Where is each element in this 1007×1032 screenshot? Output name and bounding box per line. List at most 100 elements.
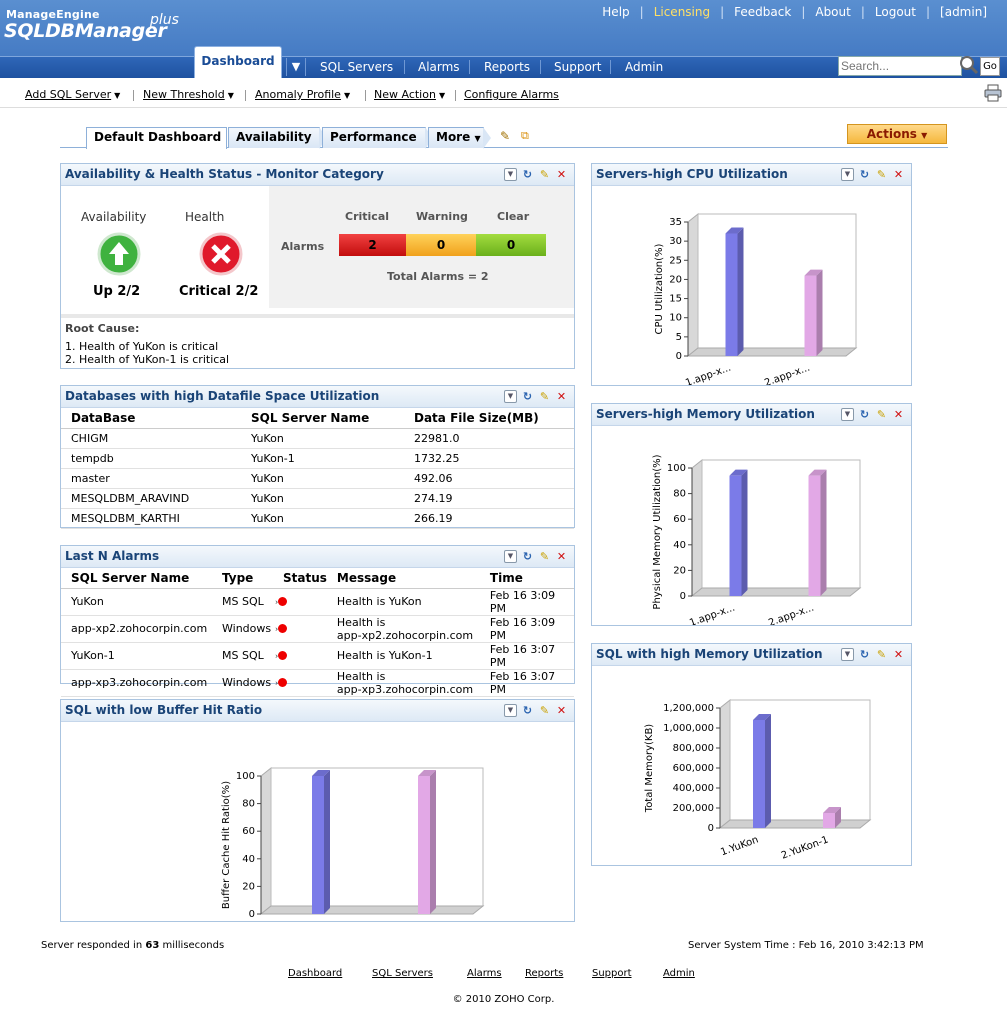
warning-alarm-count[interactable]: 0 <box>406 234 476 256</box>
close-icon[interactable]: ✕ <box>893 648 904 661</box>
critical-count[interactable]: Critical 2/2 <box>179 284 259 299</box>
licensing-link[interactable]: Licensing <box>653 5 711 19</box>
chart-bar-top <box>729 469 748 476</box>
column-header[interactable]: Type <box>212 568 273 589</box>
response-ms: 63 <box>145 940 160 951</box>
table-row[interactable]: YuKon MS SQL › Health is YuKon Feb 16 3:09 P… <box>61 588 574 616</box>
close-icon[interactable]: ✕ <box>556 704 567 717</box>
table-row[interactable]: YuKon-1 MS SQL › Health is YuKon-1 Feb 16 3:… <box>61 642 574 670</box>
y-axis-title: Total Memory(KB) <box>644 724 655 814</box>
edit-icon[interactable]: ✎ <box>876 168 887 181</box>
go-button[interactable]: Go <box>980 57 1000 76</box>
edit-icon[interactable]: ✎ <box>539 390 550 403</box>
nav-admin[interactable]: Admin <box>625 60 664 74</box>
column-header[interactable]: Status <box>273 568 327 589</box>
clear-alarm-count[interactable]: 0 <box>476 234 546 256</box>
add-sql-server-menu[interactable]: Add SQL Server ▼ <box>25 88 120 101</box>
feedback-link[interactable]: Feedback <box>734 5 792 19</box>
refresh-icon[interactable]: ↻ <box>859 408 870 421</box>
column-header[interactable]: Time <box>479 568 574 589</box>
actions-button[interactable]: Actions ▼ <box>847 124 947 144</box>
database-cell: MESQLDBM_KARTHI <box>61 508 241 529</box>
server-cell[interactable]: YuKon <box>61 588 212 616</box>
about-link[interactable]: About <box>815 5 851 19</box>
edit-tab-icon[interactable]: ✎ <box>500 129 511 143</box>
chevron-down-icon[interactable]: ▼ <box>841 648 854 661</box>
search-input[interactable] <box>838 56 962 76</box>
column-header[interactable]: SQL Server Name <box>61 568 212 589</box>
new-action-menu[interactable]: New Action ▼ <box>374 88 445 101</box>
refresh-icon[interactable]: ↻ <box>522 550 533 563</box>
configure-alarms-link[interactable]: Configure Alarms <box>464 88 559 101</box>
edit-icon[interactable]: ✎ <box>876 648 887 661</box>
close-icon[interactable]: ✕ <box>556 390 567 403</box>
column-header[interactable]: DataBase <box>61 408 241 429</box>
close-icon[interactable]: ✕ <box>556 168 567 181</box>
message-line: Health is <box>336 615 386 629</box>
new-window-icon[interactable]: ⧉ <box>521 129 529 142</box>
chevron-down-icon[interactable]: ▼ <box>504 390 517 403</box>
footer-alarms-link[interactable]: Alarms <box>467 968 502 979</box>
logout-link[interactable]: Logout <box>874 5 916 19</box>
edit-icon[interactable]: ✎ <box>539 168 550 181</box>
footer-support-link[interactable]: Support <box>592 968 632 979</box>
close-icon[interactable]: ✕ <box>893 168 904 181</box>
user-link[interactable]: [admin] <box>940 5 987 19</box>
x-tick-label: 1.app-x... <box>684 362 732 385</box>
top-links: Help | Licensing | Feedback | About | Logout… <box>592 5 997 19</box>
help-link[interactable]: Help <box>602 5 630 19</box>
column-header[interactable]: Message <box>326 568 480 589</box>
edit-icon[interactable]: ✎ <box>876 408 887 421</box>
edit-icon[interactable]: ✎ <box>539 704 550 717</box>
nav-reports[interactable]: Reports <box>484 60 531 74</box>
chevron-down-icon[interactable]: ▼ <box>841 168 854 181</box>
tab-performance[interactable]: Performance <box>322 127 433 149</box>
column-header[interactable]: SQL Server Name <box>241 408 404 429</box>
refresh-icon[interactable]: ↻ <box>859 168 870 181</box>
chevron-down-icon[interactable]: ▼ <box>286 58 306 76</box>
y-tick-label: 800,000 <box>673 743 714 754</box>
nav-support[interactable]: Support <box>554 60 602 74</box>
footer-sql-servers-link[interactable]: SQL Servers <box>372 968 433 979</box>
y-tick-label: 80 <box>242 799 255 810</box>
datafile-space-panel: Databases with high Datafile Space Utili… <box>60 385 575 529</box>
server-cell[interactable]: app-xp3.zohocorpin.com <box>61 669 212 697</box>
refresh-icon[interactable]: ↻ <box>859 648 870 661</box>
refresh-icon[interactable]: ↻ <box>522 168 533 181</box>
nav-sql-servers[interactable]: SQL Servers <box>320 60 394 74</box>
separator <box>365 90 366 101</box>
tab-availability[interactable]: Availability <box>228 127 327 149</box>
close-icon[interactable]: ✕ <box>893 408 904 421</box>
tab-more[interactable]: More ▼ <box>428 127 491 149</box>
footer-reports-link[interactable]: Reports <box>525 968 564 979</box>
anomaly-profile-menu[interactable]: Anomaly Profile ▼ <box>255 88 350 101</box>
separator <box>133 90 134 101</box>
column-header[interactable]: Data File Size(MB) <box>404 408 574 429</box>
refresh-icon[interactable]: ↻ <box>522 390 533 403</box>
footer-admin-link[interactable]: Admin <box>663 968 695 979</box>
time-cell: Feb 16 3:09 PM <box>479 615 574 643</box>
new-threshold-menu[interactable]: New Threshold ▼ <box>143 88 234 101</box>
chevron-down-icon[interactable]: ▼ <box>504 550 517 563</box>
close-icon[interactable]: ✕ <box>556 550 567 563</box>
nav-dashboard[interactable]: Dashboard <box>194 46 282 78</box>
tab-default-dashboard[interactable]: Default Dashboard <box>86 127 227 149</box>
availability-label: Availability <box>81 210 147 224</box>
refresh-icon[interactable]: ↻ <box>522 704 533 717</box>
server-cell[interactable]: YuKon-1 <box>61 642 212 670</box>
critical-alarm-count[interactable]: 2 <box>339 234 406 256</box>
up-count[interactable]: Up 2/2 <box>93 284 141 299</box>
chevron-down-icon[interactable]: ▼ <box>504 704 517 717</box>
chevron-down-icon[interactable]: ▼ <box>504 168 517 181</box>
printer-icon[interactable] <box>984 84 1002 102</box>
server-cell[interactable]: app-xp2.zohocorpin.com <box>61 615 212 643</box>
y-tick-label: 35 <box>669 217 682 228</box>
footer-dashboard-link[interactable]: Dashboard <box>288 968 343 979</box>
nav-alarms[interactable]: Alarms <box>418 60 460 74</box>
table-row[interactable]: app-xp2.zohocorpin.com Windows › Health is a… <box>61 615 574 643</box>
chevron-down-icon[interactable]: ▼ <box>841 408 854 421</box>
edit-icon[interactable]: ✎ <box>539 550 550 563</box>
table-row[interactable]: app-xp3.zohocorpin.com Windows › Health is a… <box>61 669 574 697</box>
search-icon[interactable] <box>958 54 980 76</box>
chevron-down-icon: ▼ <box>227 91 234 100</box>
